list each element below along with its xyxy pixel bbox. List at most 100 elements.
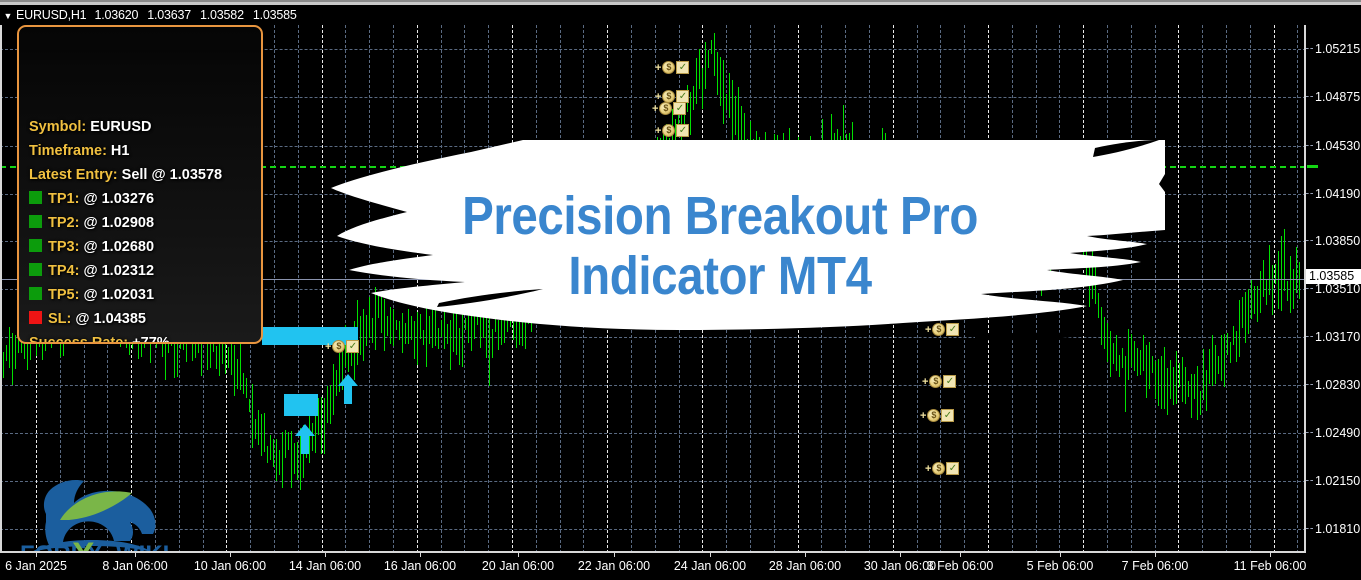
price-bar	[1128, 328, 1129, 380]
time-axis-tick-label: 10 Jan 06:00	[193, 559, 267, 573]
price-bar	[1149, 342, 1150, 389]
chevron-down-icon[interactable]: ▼	[3, 10, 13, 21]
info-panel-row-value: +77%	[128, 335, 170, 344]
price-bar	[1191, 373, 1192, 418]
price-axis[interactable]: 1.05215 1.04875 1.04530 1.04190 1.03850 1.035…	[1306, 25, 1361, 553]
price-bar	[744, 113, 745, 157]
price-bar	[1245, 291, 1246, 344]
price-bar	[1263, 259, 1264, 298]
price-bar	[18, 338, 19, 353]
time-axis-tick-mark	[960, 553, 961, 557]
price-bar	[9, 326, 10, 368]
info-panel-row: SL: @ 1.04385	[29, 307, 261, 331]
price-bar	[252, 383, 253, 449]
price-bar	[810, 136, 811, 186]
price-bar	[1101, 306, 1102, 346]
price-bar	[414, 320, 415, 360]
price-bar	[264, 412, 265, 452]
checkmark-box-icon	[946, 462, 960, 476]
price-bar	[1299, 261, 1300, 299]
checkmark-box-icon	[941, 409, 955, 423]
price-bar	[792, 162, 793, 177]
plus-icon: +	[655, 90, 662, 103]
price-bar	[267, 445, 268, 464]
price-bar	[279, 449, 280, 476]
info-panel-row-label: Symbol:	[29, 119, 87, 135]
time-axis-tick-label: 7 Feb 06:00	[1121, 559, 1189, 573]
time-axis-tick-mark	[135, 553, 136, 557]
trade-signal-marker: +	[655, 88, 690, 106]
time-axis-tick-mark	[1155, 553, 1156, 557]
price-bar	[1209, 349, 1210, 384]
price-bar	[831, 113, 832, 189]
vgridline	[1155, 25, 1156, 553]
price-bar	[300, 428, 301, 490]
buy-arrow-icon	[295, 424, 315, 454]
price-axis-tick: 1.03170	[1306, 329, 1361, 345]
time-axis-tick-mark	[710, 553, 711, 557]
time-axis-tick-mark	[325, 553, 326, 557]
vgridline	[274, 25, 275, 553]
price-bar	[207, 342, 208, 370]
breakout-zone-box	[826, 152, 888, 164]
price-bar	[201, 323, 202, 377]
time-axis-tick-label: 28 Jan 06:00	[768, 559, 842, 573]
price-bar	[285, 430, 286, 459]
current-price-label: 1.03585	[1306, 268, 1361, 284]
price-bar	[678, 111, 679, 130]
price-bar	[1203, 349, 1204, 400]
info-panel-row-value: @ 1.04385	[71, 311, 146, 327]
take-profit-swatch-icon	[29, 263, 42, 276]
price-bar	[1257, 286, 1258, 323]
price-bar	[723, 60, 724, 124]
plot-border-bottom	[0, 551, 1306, 553]
price-bar	[801, 147, 802, 173]
price-bar	[774, 133, 775, 177]
time-axis-tick-label: 24 Jan 06:00	[673, 559, 747, 573]
chart-symbol-timeframe: EURUSD,H1	[16, 8, 87, 22]
price-bar	[456, 307, 457, 356]
price-bar	[420, 313, 421, 340]
price-bar	[465, 317, 466, 331]
price-bar	[501, 304, 502, 345]
time-axis[interactable]: 6 Jan 2025 8 Jan 06:00 10 Jan 06:00 14 Jan …	[0, 553, 1361, 580]
info-panel-row: TP3: @ 1.02680	[29, 235, 261, 259]
price-bar	[1161, 356, 1162, 410]
price-bar	[324, 398, 325, 454]
price-axis-tick: 1.05215	[1306, 41, 1361, 57]
price-bar	[762, 144, 763, 181]
price-bar	[1293, 269, 1294, 309]
info-panel-row-label: Latest Entry:	[29, 167, 118, 183]
price-tick-dash	[1306, 288, 1313, 290]
price-bar	[717, 52, 718, 95]
price-bar	[210, 327, 211, 369]
info-panel-row: TP2: @ 1.02908	[29, 211, 261, 235]
price-bar	[909, 168, 910, 183]
price-bar	[225, 338, 226, 374]
price-bar	[1179, 362, 1180, 387]
price-bar	[6, 345, 7, 361]
plus-icon: +	[925, 462, 932, 475]
price-bar	[798, 137, 799, 188]
time-axis-tick-label: 14 Jan 06:00	[288, 559, 362, 573]
price-bar	[216, 345, 217, 369]
price-bar	[711, 39, 712, 54]
price-tick-dash	[1306, 240, 1313, 242]
price-bar	[438, 327, 439, 349]
price-axis-tick: 1.02150	[1306, 473, 1361, 489]
price-bar	[462, 297, 463, 367]
price-bar	[702, 68, 703, 109]
price-bar	[1287, 281, 1288, 301]
time-axis-tick-label: 11 Feb 06:00	[1233, 559, 1307, 573]
vgridline	[1250, 25, 1251, 553]
price-bar	[765, 131, 766, 188]
price-bar	[219, 323, 220, 377]
price-axis-tick-label: 1.04190	[1315, 186, 1361, 201]
price-bar	[333, 364, 334, 416]
price-bar	[651, 153, 652, 174]
price-bar	[720, 57, 721, 107]
info-panel-row-label: TP4:	[48, 263, 80, 279]
vgridline	[1226, 25, 1227, 553]
time-axis-tick-mark	[420, 553, 421, 557]
plot-border-left	[0, 25, 2, 553]
